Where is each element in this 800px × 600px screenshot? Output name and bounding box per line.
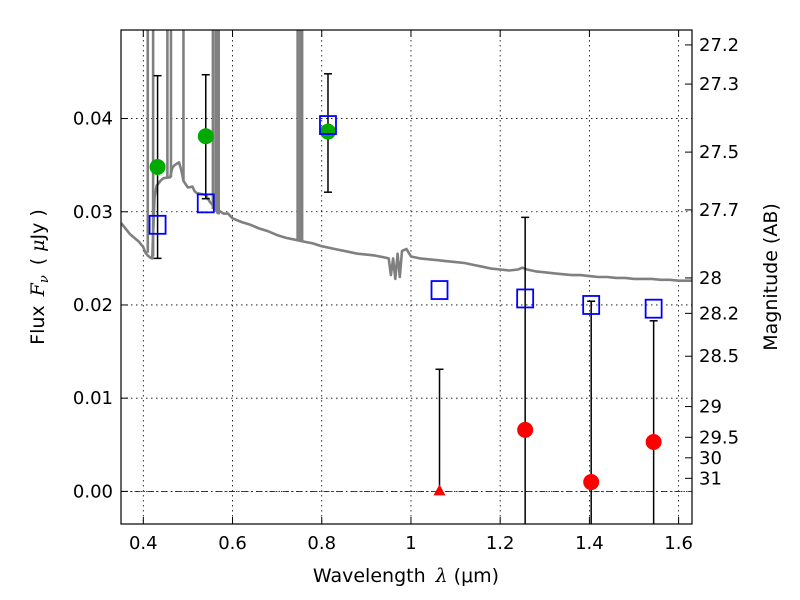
model-photometry-point xyxy=(196,193,215,214)
x-tick-label: 1 xyxy=(405,533,416,554)
x-axis-title-text: Wavelength xyxy=(313,565,426,587)
right-axis-title: Magnitude (AB) xyxy=(760,203,782,351)
x-tick-label: 0.6 xyxy=(218,533,247,554)
x-axis-unit: (μm) xyxy=(454,565,499,587)
model-photometry-point xyxy=(319,115,337,135)
y-axis-title-text: Flux xyxy=(27,305,49,345)
right-tick-label: 28.2 xyxy=(699,303,739,324)
non-detections-point xyxy=(517,421,534,438)
model-photometry-point xyxy=(582,295,601,315)
y-tick-label: 0.00 xyxy=(73,481,113,502)
model-photometry-point xyxy=(430,280,449,300)
sed-continuum xyxy=(121,161,692,282)
right-tick-label: 27.5 xyxy=(699,142,739,163)
y-axis-unit-open: ( xyxy=(27,258,49,265)
non-detections-point xyxy=(583,474,600,491)
right-tick-label: 31 xyxy=(699,468,722,489)
model-photometry-point xyxy=(148,214,167,235)
y-axis-unit-mu: μ xyxy=(27,239,49,251)
x-axis-ticks: 0.4 0.6 0.8 1 1.2 1.4 1.6 xyxy=(129,30,693,554)
model-photometry-point xyxy=(516,288,535,309)
right-tick-label: 28 xyxy=(699,268,722,289)
upper-limit-point xyxy=(433,484,446,496)
y-axis-unit-rest: Jy xyxy=(27,223,49,241)
y-axis-symbol: F xyxy=(27,282,49,297)
sed-model-curve xyxy=(121,30,692,282)
non-detections-point xyxy=(645,433,662,450)
detections-point xyxy=(149,159,166,176)
y-tick-label: 0.01 xyxy=(73,388,113,409)
model-photometry-point xyxy=(644,298,663,319)
x-tick-label: 1.4 xyxy=(575,533,604,554)
error-bars xyxy=(153,73,658,524)
y-axis-ticks: 0.00 0.01 0.02 0.03 0.04 xyxy=(73,109,128,502)
data-markers xyxy=(148,115,663,496)
detections-point xyxy=(197,128,214,145)
x-tick-label: 1.6 xyxy=(664,533,693,554)
x-tick-label: 0.4 xyxy=(129,533,158,554)
y-tick-label: 0.02 xyxy=(73,295,113,316)
detections-point xyxy=(319,123,336,140)
right-tick-label: 29.5 xyxy=(699,427,739,448)
y-axis-unit-close: ) xyxy=(27,209,49,216)
x-tick-label: 0.8 xyxy=(307,533,336,554)
y-tick-label: 0.03 xyxy=(73,202,113,223)
y-tick-label: 0.04 xyxy=(73,109,113,130)
right-tick-label: 29 xyxy=(699,397,722,418)
x-axis-title: Wavelength λ (μm) xyxy=(313,565,499,587)
x-tick-label: 1.2 xyxy=(486,533,515,554)
right-tick-label: 27.7 xyxy=(699,200,739,221)
y-axis-subscript: ν xyxy=(37,275,52,283)
right-tick-label: 27.2 xyxy=(699,35,739,56)
x-axis-symbol: λ xyxy=(435,565,448,587)
plot-frame xyxy=(120,29,693,525)
right-tick-label: 30 xyxy=(699,448,722,469)
right-tick-label: 28.5 xyxy=(699,346,739,367)
right-tick-label: 27.3 xyxy=(699,74,739,95)
y-axis-title: Flux Fν ( μJy) xyxy=(27,209,52,345)
